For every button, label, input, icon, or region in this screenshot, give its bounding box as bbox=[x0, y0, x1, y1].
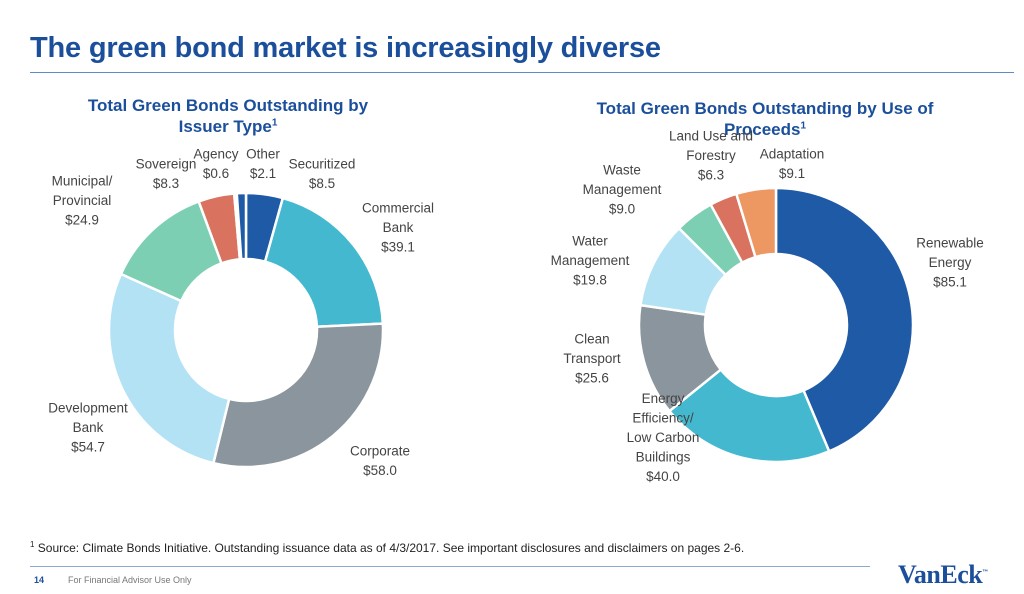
category-water-management: Water bbox=[572, 234, 608, 249]
category-waste-management: Waste bbox=[603, 163, 641, 178]
value-agency: $0.6 bbox=[203, 166, 229, 181]
category-renewable-energy: Energy bbox=[929, 255, 972, 270]
category-development-bank: Bank bbox=[73, 420, 104, 435]
label-commercial-bank: Commercial Bank $39.1 bbox=[362, 201, 434, 255]
label-land-use-and-forestry: Land Use and Forestry $6.3 bbox=[669, 129, 753, 183]
category-renewable-energy: Renewable bbox=[916, 236, 984, 251]
value-development-bank: $54.7 bbox=[71, 440, 105, 455]
value-adaptation: $9.1 bbox=[779, 166, 805, 181]
issuer-type-donut: Securitized $8.5 Commercial Bank $39.1 Corpor… bbox=[48, 146, 434, 478]
label-sovereign: Sovereign $8.3 bbox=[136, 156, 197, 191]
category-development-bank: Development bbox=[48, 401, 128, 416]
label-corporate: Corporate $58.0 bbox=[350, 443, 410, 478]
category-municipal-provincial: Municipal/ bbox=[52, 174, 113, 189]
category-energy-efficiency-low-carbon-buildings: Efficiency/ bbox=[632, 411, 694, 426]
slice-adaptation bbox=[735, 186, 778, 259]
label-waste-management: Waste Management $9.0 bbox=[583, 163, 662, 217]
category-clean-transport: Clean bbox=[574, 332, 609, 347]
vaneck-logo: VanEck™ bbox=[898, 560, 988, 590]
category-commercial-bank: Commercial bbox=[362, 201, 434, 216]
label-renewable-energy: Renewable Energy $85.1 bbox=[916, 236, 984, 290]
logo-tm: ™ bbox=[982, 569, 988, 576]
category-energy-efficiency-low-carbon-buildings: Buildings bbox=[636, 450, 691, 465]
chart-title-issuer-sup: 1 bbox=[271, 117, 278, 129]
label-clean-transport: Clean Transport $25.6 bbox=[563, 332, 621, 386]
value-renewable-energy: $85.1 bbox=[933, 275, 967, 290]
value-land-use-and-forestry: $6.3 bbox=[698, 168, 724, 183]
category-other: Other bbox=[246, 146, 280, 161]
use-of-proceeds-donut: Renewable Energy $85.1 Energy Efficiency/Low… bbox=[551, 129, 984, 485]
category-sovereign: Sovereign bbox=[136, 156, 197, 171]
slice-development-bank bbox=[107, 272, 231, 465]
label-other: Other $2.1 bbox=[246, 146, 280, 181]
footer-divider bbox=[30, 566, 870, 567]
value-corporate: $58.0 bbox=[363, 463, 397, 478]
category-agency: Agency bbox=[193, 146, 238, 161]
category-land-use-and-forestry: Land Use and bbox=[669, 129, 753, 144]
label-municipal-provincial: Municipal/Provincial $24.9 bbox=[52, 174, 113, 228]
category-clean-transport: Transport bbox=[563, 351, 621, 366]
category-energy-efficiency-low-carbon-buildings: Low Carbon bbox=[627, 430, 700, 445]
source-footnote: 1 Source: Climate Bonds Initiative. Outs… bbox=[30, 540, 744, 555]
logo-text: VanEck bbox=[898, 560, 983, 589]
value-clean-transport: $25.6 bbox=[575, 371, 609, 386]
value-securitized: $8.5 bbox=[309, 176, 335, 191]
slice-energy-efficiency-low-carbon-buildings bbox=[668, 368, 831, 464]
label-securitized: Securitized $8.5 bbox=[289, 156, 356, 191]
value-sovereign: $8.3 bbox=[153, 176, 179, 191]
value-other: $2.1 bbox=[250, 166, 276, 181]
label-energy-efficiency-low-carbon-buildings: Energy Efficiency/Low Carbon Buildings $40.… bbox=[627, 391, 700, 484]
label-agency: Agency $0.6 bbox=[193, 146, 238, 181]
value-water-management: $19.8 bbox=[573, 273, 607, 288]
slide-title: The green bond market is increasingly di… bbox=[30, 32, 661, 64]
category-adaptation: Adaptation bbox=[760, 146, 825, 161]
category-land-use-and-forestry: Forestry bbox=[686, 148, 736, 163]
value-energy-efficiency-low-carbon-buildings: $40.0 bbox=[646, 469, 680, 484]
title-divider bbox=[30, 72, 1014, 73]
slice-renewable-energy bbox=[774, 186, 915, 453]
chart-title-proceeds-sup: 1 bbox=[800, 120, 807, 132]
category-municipal-provincial: Provincial bbox=[53, 193, 112, 208]
slice-commercial-bank bbox=[263, 196, 385, 328]
page-number: 14 bbox=[34, 575, 45, 585]
slice-other bbox=[235, 191, 248, 261]
value-waste-management: $9.0 bbox=[609, 202, 635, 217]
chart-title-proceeds: Total Green Bonds Outstanding by Use of … bbox=[560, 98, 970, 140]
category-energy-efficiency-low-carbon-buildings: Energy bbox=[642, 391, 685, 406]
footnote-text: Source: Climate Bonds Initiative. Outsta… bbox=[34, 541, 745, 555]
slice-corporate bbox=[212, 322, 385, 469]
category-securitized: Securitized bbox=[289, 156, 356, 171]
value-commercial-bank: $39.1 bbox=[381, 240, 415, 255]
category-water-management: Management bbox=[551, 253, 630, 268]
chart-title-proceeds-line2: Proceeds bbox=[723, 120, 801, 139]
chart-title-issuer: Total Green Bonds Outstanding by Issuer … bbox=[48, 95, 408, 137]
label-water-management: Water Management $19.8 bbox=[551, 234, 630, 288]
chart-title-issuer-line1: Total Green Bonds Outstanding by bbox=[87, 96, 369, 115]
footer-disclaimer: For Financial Advisor Use Only bbox=[68, 575, 192, 585]
value-municipal-provincial: $24.9 bbox=[65, 213, 99, 228]
label-development-bank: Development Bank $54.7 bbox=[48, 401, 128, 455]
chart-title-issuer-line2: Issuer Type bbox=[178, 117, 272, 136]
category-corporate: Corporate bbox=[350, 443, 410, 458]
footnote-marker: 1 bbox=[30, 540, 35, 549]
chart-title-proceeds-line1: Total Green Bonds Outstanding by Use of bbox=[596, 99, 934, 118]
category-waste-management: Management bbox=[583, 182, 662, 197]
category-commercial-bank: Bank bbox=[383, 220, 414, 235]
label-adaptation: Adaptation $9.1 bbox=[760, 146, 825, 181]
